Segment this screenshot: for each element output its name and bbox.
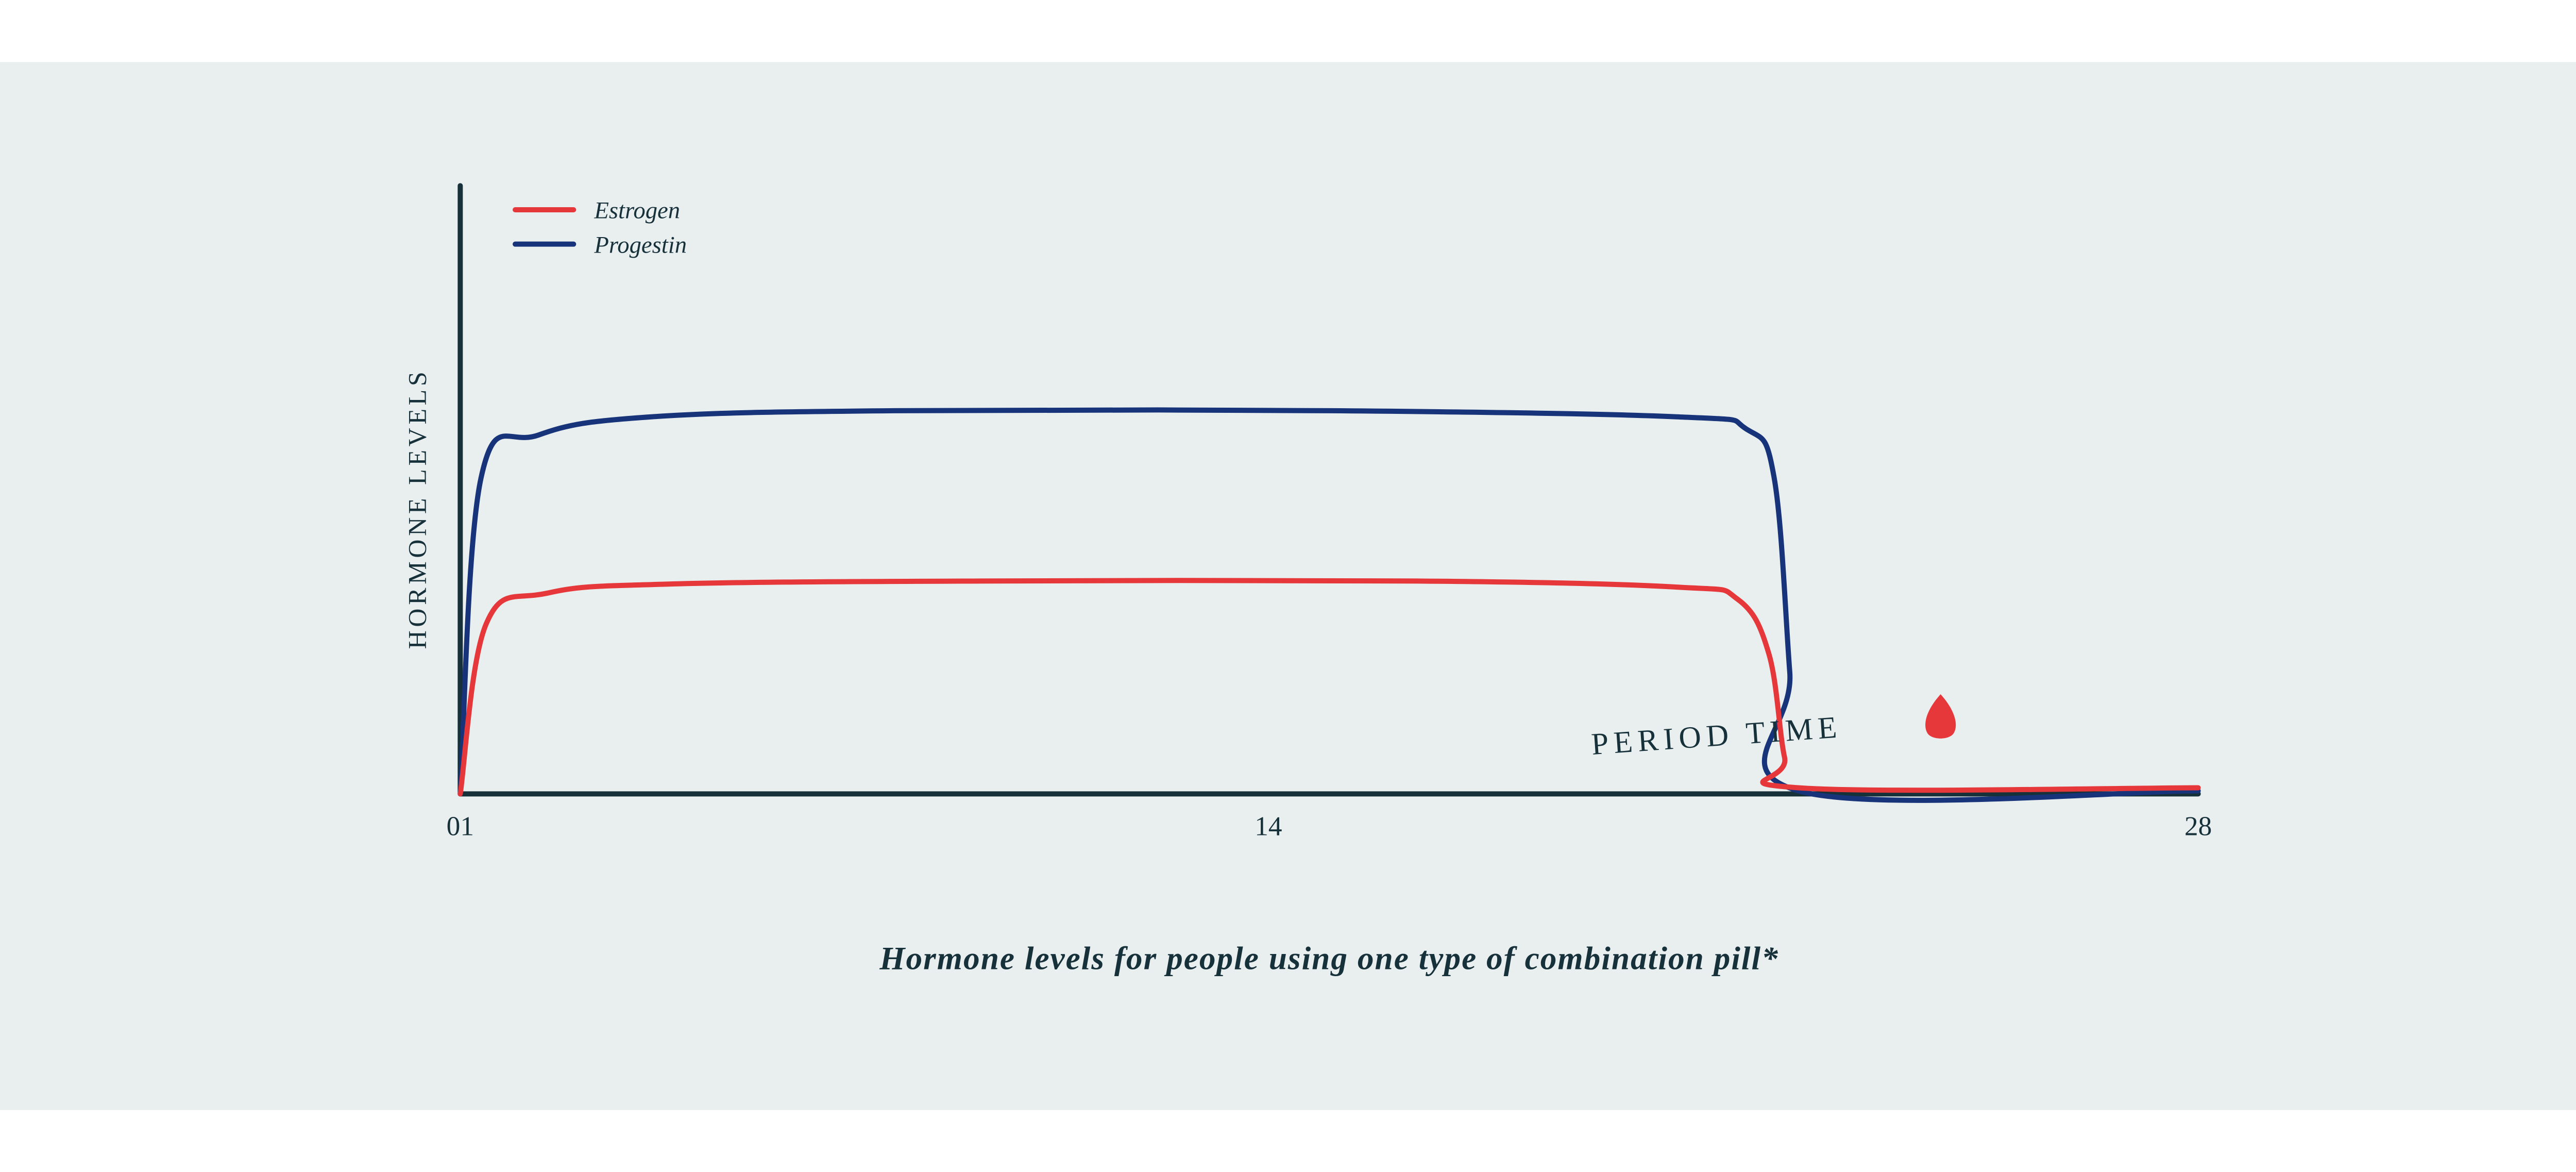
- chart-caption: Hormone levels for people using one type…: [879, 940, 1779, 976]
- legend-label: Estrogen: [594, 197, 680, 224]
- legend-label: Progestin: [594, 231, 687, 258]
- x-axis-tick-label: 14: [1255, 810, 1282, 841]
- y-axis-label: HORMONE LEVELS: [403, 369, 432, 649]
- x-axis-tick-label: 01: [447, 810, 474, 841]
- hormone-chart: HORMONE LEVELS011428progestinestrogenEst…: [0, 0, 2576, 1172]
- x-axis-tick-label: 28: [2184, 810, 2212, 841]
